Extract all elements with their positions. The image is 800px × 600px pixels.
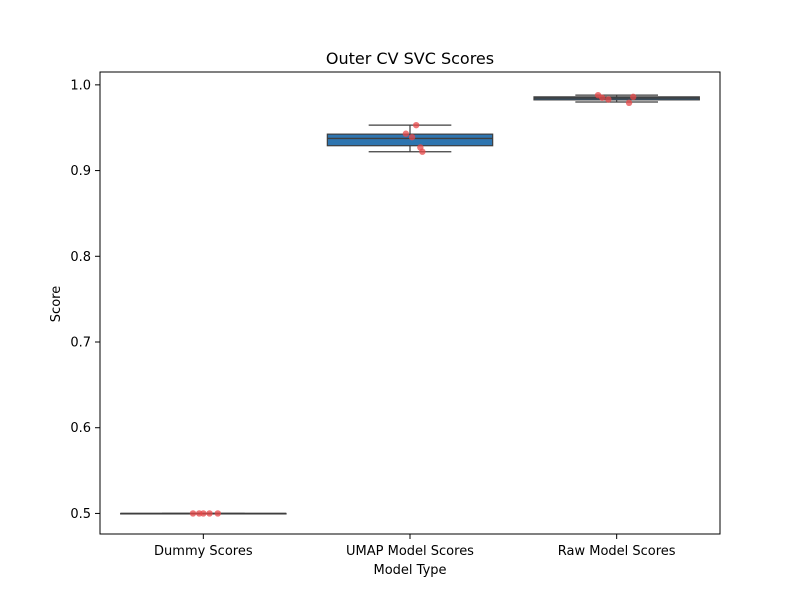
y-axis-label: Score (49, 286, 64, 322)
y-tick-label: 0.8 (70, 250, 91, 265)
box-3 (533, 94, 700, 103)
chart-title: Outer CV SVC Scores (326, 49, 494, 68)
x-tick-label: Raw Model Scores (558, 544, 676, 559)
y-axis: 0.5 0.6 0.7 0.8 0.9 1.0 (70, 78, 100, 522)
data-point (402, 130, 410, 137)
data-point (605, 96, 612, 103)
x-tick-label: UMAP Model Scores (346, 544, 474, 559)
box-iqr (326, 133, 494, 147)
data-point (214, 510, 221, 517)
data-point (189, 510, 197, 517)
y-tick-label: 0.7 (70, 336, 91, 351)
data-point (413, 121, 420, 129)
data-point (206, 510, 213, 517)
data-point (408, 133, 416, 141)
data-point (419, 148, 426, 155)
data-point (200, 510, 207, 517)
plot-area (99, 71, 721, 535)
data-point (625, 99, 633, 107)
x-tick-label: Dummy Scores (154, 544, 253, 559)
y-tick-label: 0.9 (70, 164, 91, 179)
y-tick-label: 1.0 (70, 78, 91, 93)
y-tick-label: 0.5 (70, 507, 91, 522)
x-axis: Dummy Scores UMAP Model Scores Raw Model S… (154, 534, 676, 559)
x-axis-label: Model Type (373, 563, 446, 578)
y-tick-label: 0.6 (70, 421, 91, 436)
data-point (599, 94, 606, 101)
data-point (630, 93, 637, 101)
